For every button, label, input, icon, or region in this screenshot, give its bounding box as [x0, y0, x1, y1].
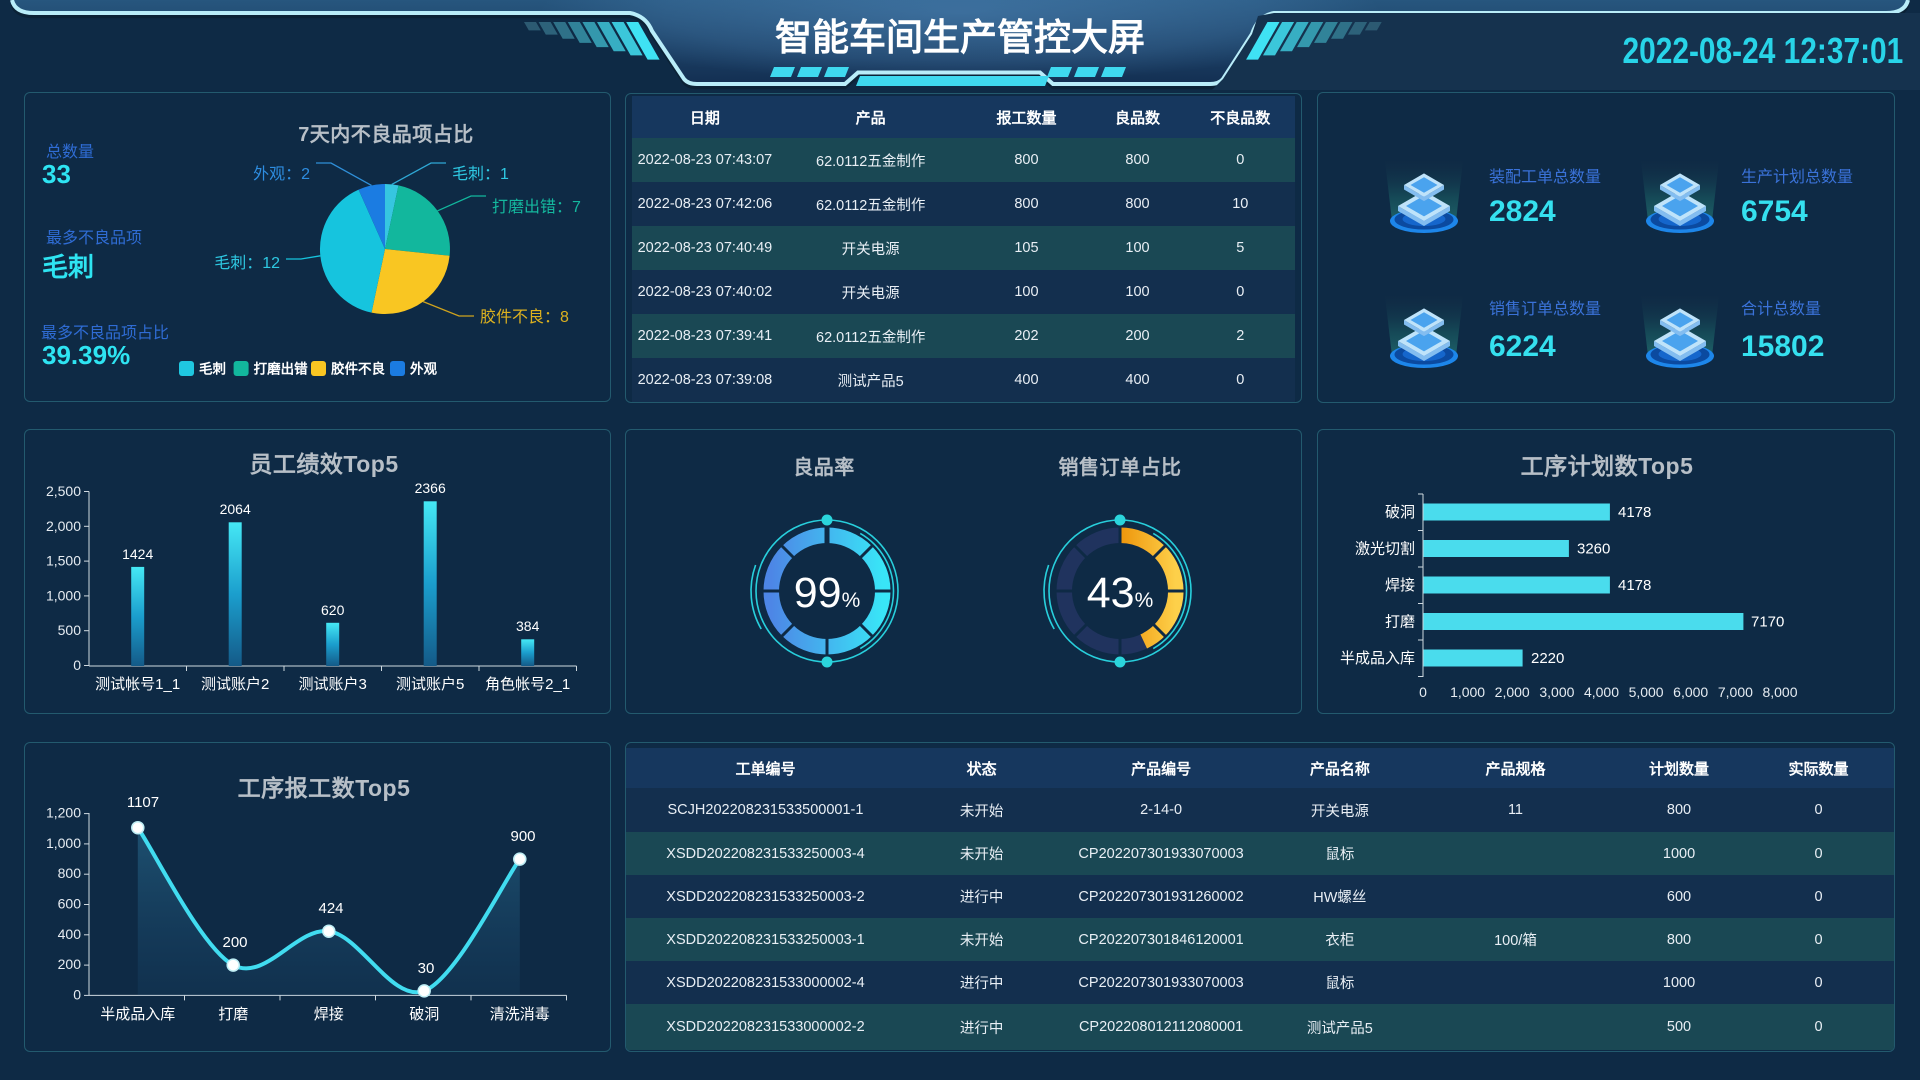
svg-text:测试账户5: 测试账户5: [396, 676, 464, 693]
svg-text:2,000: 2,000: [1495, 684, 1530, 700]
svg-text:500: 500: [58, 622, 82, 638]
svg-text:打磨出错: 打磨出错: [254, 361, 308, 377]
svg-text:200: 200: [58, 956, 82, 972]
svg-text:外观: 外观: [410, 361, 437, 377]
svg-text:3260: 3260: [1577, 541, 1610, 558]
svg-text:打磨: 打磨: [1385, 614, 1415, 631]
svg-text:半成品入库: 半成品入库: [100, 1006, 175, 1023]
svg-text:620: 620: [321, 602, 345, 618]
svg-text:3,000: 3,000: [1539, 684, 1574, 700]
svg-text:0: 0: [73, 986, 81, 1002]
svg-text:2,000: 2,000: [46, 518, 81, 534]
svg-text:测试帐号1_1: 测试帐号1_1: [95, 676, 180, 693]
svg-text:43%: 43%: [1087, 569, 1154, 617]
svg-text:800: 800: [58, 865, 82, 881]
svg-text:打磨出错：7: 打磨出错：7: [492, 198, 581, 216]
svg-text:破洞: 破洞: [1385, 504, 1415, 521]
svg-text:测试账户3: 测试账户3: [299, 676, 367, 693]
svg-text:7170: 7170: [1751, 614, 1784, 631]
svg-text:破洞: 破洞: [409, 1006, 439, 1023]
svg-text:8,000: 8,000: [1762, 684, 1797, 700]
svg-text:毛刺: 毛刺: [199, 361, 226, 377]
svg-text:1,200: 1,200: [46, 805, 81, 821]
svg-text:900: 900: [510, 828, 535, 845]
svg-text:1424: 1424: [122, 546, 153, 562]
svg-text:外观：2: 外观：2: [253, 165, 310, 183]
svg-text:4178: 4178: [1618, 577, 1651, 594]
svg-text:测试账户2: 测试账户2: [201, 676, 269, 693]
svg-text:7,000: 7,000: [1718, 684, 1753, 700]
svg-text:胶件不良: 胶件不良: [331, 361, 385, 377]
svg-text:激光切割: 激光切割: [1355, 541, 1415, 558]
svg-text:6,000: 6,000: [1673, 684, 1708, 700]
svg-text:毛刺：12: 毛刺：12: [214, 254, 280, 272]
svg-text:384: 384: [516, 618, 540, 634]
svg-text:焊接: 焊接: [314, 1006, 344, 1023]
svg-text:2220: 2220: [1531, 650, 1564, 667]
svg-text:半成品入库: 半成品入库: [1340, 650, 1415, 667]
svg-text:424: 424: [318, 900, 343, 917]
svg-text:1,000: 1,000: [46, 835, 81, 851]
svg-text:30: 30: [418, 960, 435, 977]
svg-text:胶件不良：8: 胶件不良：8: [480, 308, 569, 326]
svg-text:400: 400: [58, 926, 82, 942]
svg-text:1,000: 1,000: [46, 587, 81, 603]
svg-text:600: 600: [58, 896, 82, 912]
svg-text:99%: 99%: [794, 569, 861, 617]
svg-text:1107: 1107: [127, 794, 159, 811]
svg-text:1,000: 1,000: [1450, 684, 1485, 700]
svg-text:4,000: 4,000: [1584, 684, 1619, 700]
svg-text:0: 0: [73, 657, 81, 673]
svg-text:4178: 4178: [1618, 504, 1651, 521]
svg-text:2064: 2064: [220, 501, 251, 517]
svg-text:5,000: 5,000: [1629, 684, 1664, 700]
svg-text:角色帐号2_1: 角色帐号2_1: [485, 676, 570, 693]
svg-text:200: 200: [222, 934, 247, 951]
svg-text:打磨: 打磨: [218, 1006, 248, 1023]
svg-text:毛刺：1: 毛刺：1: [452, 165, 509, 183]
svg-text:0: 0: [1419, 684, 1427, 700]
svg-text:1,500: 1,500: [46, 553, 81, 569]
svg-text:焊接: 焊接: [1385, 577, 1415, 594]
svg-text:清洗消毒: 清洗消毒: [490, 1006, 550, 1023]
svg-text:2,500: 2,500: [46, 483, 81, 499]
svg-text:2366: 2366: [415, 480, 446, 496]
